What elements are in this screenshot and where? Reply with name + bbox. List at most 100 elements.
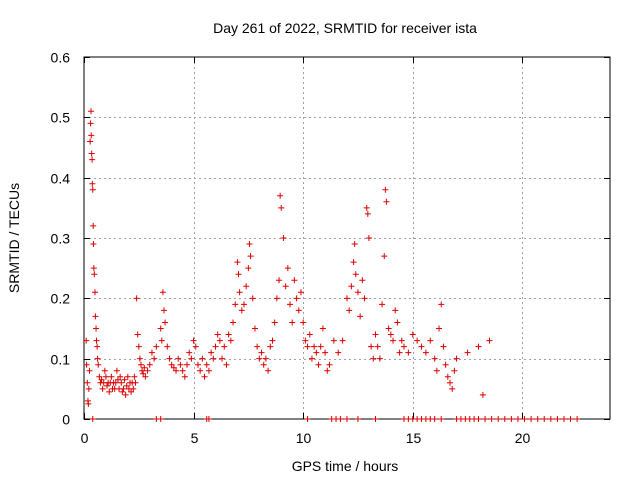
data-point xyxy=(90,241,97,248)
data-point xyxy=(89,156,96,163)
data-point xyxy=(106,388,113,395)
data-point xyxy=(186,349,193,356)
data-point xyxy=(381,253,388,260)
data-point xyxy=(84,379,91,386)
data-point xyxy=(164,343,171,350)
data-point xyxy=(265,367,272,374)
data-point xyxy=(317,343,324,350)
data-point xyxy=(201,373,208,380)
data-points xyxy=(83,108,581,422)
data-point xyxy=(133,295,140,302)
data-point xyxy=(376,355,383,362)
data-point xyxy=(260,361,267,368)
x-tick-label: 10 xyxy=(296,430,312,446)
data-point xyxy=(304,416,311,422)
data-point xyxy=(221,343,228,350)
data-point xyxy=(390,337,397,344)
x-axis-label: GPS time / hours xyxy=(292,458,399,474)
data-point xyxy=(453,355,460,362)
data-point xyxy=(289,319,296,326)
data-point xyxy=(160,307,167,314)
data-point xyxy=(90,265,97,272)
data-point xyxy=(364,210,371,217)
data-point xyxy=(177,361,184,368)
data-point xyxy=(86,367,93,374)
data-point xyxy=(132,379,139,386)
data-point xyxy=(136,355,143,362)
data-point xyxy=(88,150,95,157)
data-point xyxy=(87,138,94,145)
data-point xyxy=(208,349,215,356)
data-point xyxy=(405,349,412,356)
data-point xyxy=(117,373,124,380)
data-point xyxy=(89,186,96,193)
data-point xyxy=(246,241,253,248)
data-point xyxy=(96,373,103,380)
data-point xyxy=(451,367,458,374)
data-point xyxy=(118,379,125,386)
data-point xyxy=(85,400,92,407)
data-point xyxy=(372,416,379,422)
data-point xyxy=(256,355,263,362)
data-point xyxy=(210,355,217,362)
data-point xyxy=(269,337,276,344)
data-point xyxy=(475,416,482,422)
data-point xyxy=(101,367,108,374)
data-point xyxy=(262,355,269,362)
data-point xyxy=(205,367,212,374)
data-point xyxy=(153,343,160,350)
data-point xyxy=(166,355,173,362)
data-point xyxy=(297,289,304,296)
data-point xyxy=(123,382,130,389)
data-point xyxy=(170,364,177,371)
data-point xyxy=(162,319,169,326)
data-point xyxy=(90,222,97,229)
data-point xyxy=(392,307,399,314)
data-point xyxy=(205,416,212,422)
data-point xyxy=(144,367,151,374)
data-point xyxy=(95,361,102,368)
data-point xyxy=(199,355,206,362)
data-point xyxy=(335,349,342,356)
data-point xyxy=(214,331,221,338)
data-point xyxy=(146,361,153,368)
data-point xyxy=(449,385,456,392)
data-point xyxy=(245,265,252,272)
data-point xyxy=(267,343,274,350)
data-point xyxy=(444,373,451,380)
data-point xyxy=(385,325,392,332)
data-point xyxy=(479,391,486,398)
data-point xyxy=(194,361,201,368)
data-point xyxy=(157,325,164,332)
data-point xyxy=(113,367,120,374)
data-point xyxy=(431,355,438,362)
data-point xyxy=(159,289,166,296)
data-point xyxy=(433,367,440,374)
plot-frame xyxy=(83,56,611,420)
grid-lines xyxy=(84,57,610,419)
data-point xyxy=(379,301,386,308)
data-point xyxy=(400,343,407,350)
data-point xyxy=(131,373,138,380)
data-point xyxy=(91,271,98,278)
data-point xyxy=(122,391,129,398)
data-point xyxy=(93,337,100,344)
data-point xyxy=(102,373,109,380)
data-point xyxy=(142,373,149,380)
data-point xyxy=(158,337,165,344)
data-point xyxy=(387,331,394,338)
data-point xyxy=(148,349,155,356)
data-point xyxy=(203,361,210,368)
chart-title: Day 261 of 2022, SRMTID for receiver ist… xyxy=(213,20,477,36)
data-point xyxy=(418,343,425,350)
y-tick-label: 0.3 xyxy=(51,231,71,247)
data-point xyxy=(83,337,90,344)
data-point xyxy=(128,388,135,395)
data-point xyxy=(359,277,366,284)
data-point xyxy=(295,307,302,314)
data-point xyxy=(234,259,241,266)
data-point xyxy=(382,186,389,193)
data-point xyxy=(240,301,247,308)
data-point xyxy=(225,331,232,338)
data-point xyxy=(560,416,567,422)
